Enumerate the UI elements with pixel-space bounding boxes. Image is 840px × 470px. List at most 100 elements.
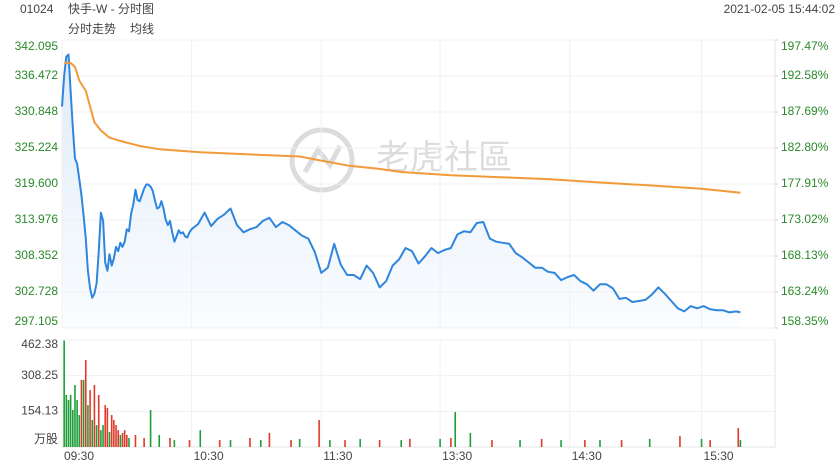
volume-bar [121,432,124,447]
x-tick-label: 11:30 [323,449,352,463]
volume-bar [268,432,271,447]
watermark-logo [289,127,355,193]
y-tick-label: 302.728 [15,284,59,298]
volume-bar [679,436,681,447]
volume-bar [700,438,703,447]
volume-bar [400,440,403,447]
y-tick-label: 325.224 [15,140,59,154]
volume-bar [491,440,493,447]
volume-bar [454,412,457,447]
x-tick-label: 09:30 [64,449,94,463]
volume-bar [63,340,65,447]
volume-bar [100,430,102,447]
y2-tick-label: 173.02% [781,212,829,226]
volume-bar [378,440,381,447]
y2-tick-label: 168.13% [781,248,829,262]
y-tick-label: 342.095 [15,39,59,53]
volume-bar [709,440,711,447]
volume-bar [91,419,94,447]
volume-bar [113,419,115,447]
legend-entry: 均线 [130,22,154,36]
y2-tick-label: 197.47% [781,39,829,53]
volume-bar [737,428,740,447]
y2-tick-label: 187.69% [781,104,829,118]
y2-tick-label: 192.58% [781,68,829,82]
volume-bar [69,394,72,447]
volume-bar [450,437,452,447]
volume-bar [93,384,96,447]
y-tick-label: 319.600 [15,176,59,190]
y2-tick-label: 177.91% [781,176,829,190]
volume-bar [439,438,441,447]
volume-unit: 万股 [34,432,58,446]
volume-bar [117,430,119,447]
volume-bar [76,400,78,447]
volume-bar [65,394,68,447]
volume-bar [102,425,104,447]
volume-bar [89,390,91,447]
volume-bar [123,430,126,447]
datetime: 2021-02-05 15:44:02 [724,2,836,16]
volume-bar [359,438,361,447]
y2-tick-label: 182.80% [781,140,829,154]
volume-bar [620,440,623,447]
volume-bar [188,440,191,447]
volume-bar [469,432,472,447]
x-tick-label: 15:30 [704,449,734,463]
volume-bar [78,415,81,447]
y-tick-label: 297.105 [15,314,59,328]
volume-bar [82,379,85,447]
volume-bar [128,437,130,447]
volume-bar [87,405,89,447]
y-tick-label: 462.38 [21,337,58,351]
y-tick-label: 336.472 [15,68,59,82]
volume-bar [97,394,100,447]
y-tick-label: 154.13 [21,404,58,418]
volume-bar [108,431,111,447]
volume-bar [143,437,145,447]
volume-bar [74,384,76,447]
y-tick-label: 313.976 [15,212,59,226]
volume-bar [648,438,651,447]
stock-name: 快手-W - 分时图 [68,2,154,16]
volume-bar [84,359,87,447]
volume-bar [329,440,331,447]
volume-bar [169,437,171,447]
volume-bar [560,440,562,447]
x-tick-label: 13:30 [442,449,472,463]
volume-bar [199,430,202,447]
y2-tick-label: 158.35% [781,314,829,328]
volume-bar [134,434,137,447]
volume-bar [95,425,98,447]
volume-bar [158,434,161,447]
volume-bar [229,440,232,447]
volume-bar [149,409,152,447]
price-line [61,53,741,314]
y-tick-label: 308.352 [15,248,59,262]
volume-bar [739,440,742,447]
volume-bar [584,440,586,447]
volume-bar [126,434,128,447]
volume-bar [104,405,107,447]
volume-bar [409,438,411,447]
y-tick-label: 330.848 [15,104,59,118]
legend-entry: 分时走势 [68,22,116,36]
stock-code: 01024 [20,2,54,16]
volume-bar [249,437,251,447]
x-tick-label: 10:30 [194,449,224,463]
volume-bar [106,407,109,447]
volume-bar [110,415,113,447]
volume-bar [344,440,346,447]
volume-bar [67,400,70,447]
average-line [64,61,741,194]
volume-bar [318,419,320,447]
volume-bar [540,438,543,447]
y-tick-label: 308.25 [21,368,58,382]
price-area [62,54,741,328]
volume-bar [218,440,221,447]
volume-bar [519,440,521,447]
y2-tick-label: 163.24% [781,284,829,298]
volume-bar [259,440,262,447]
volume-bar [115,425,117,447]
